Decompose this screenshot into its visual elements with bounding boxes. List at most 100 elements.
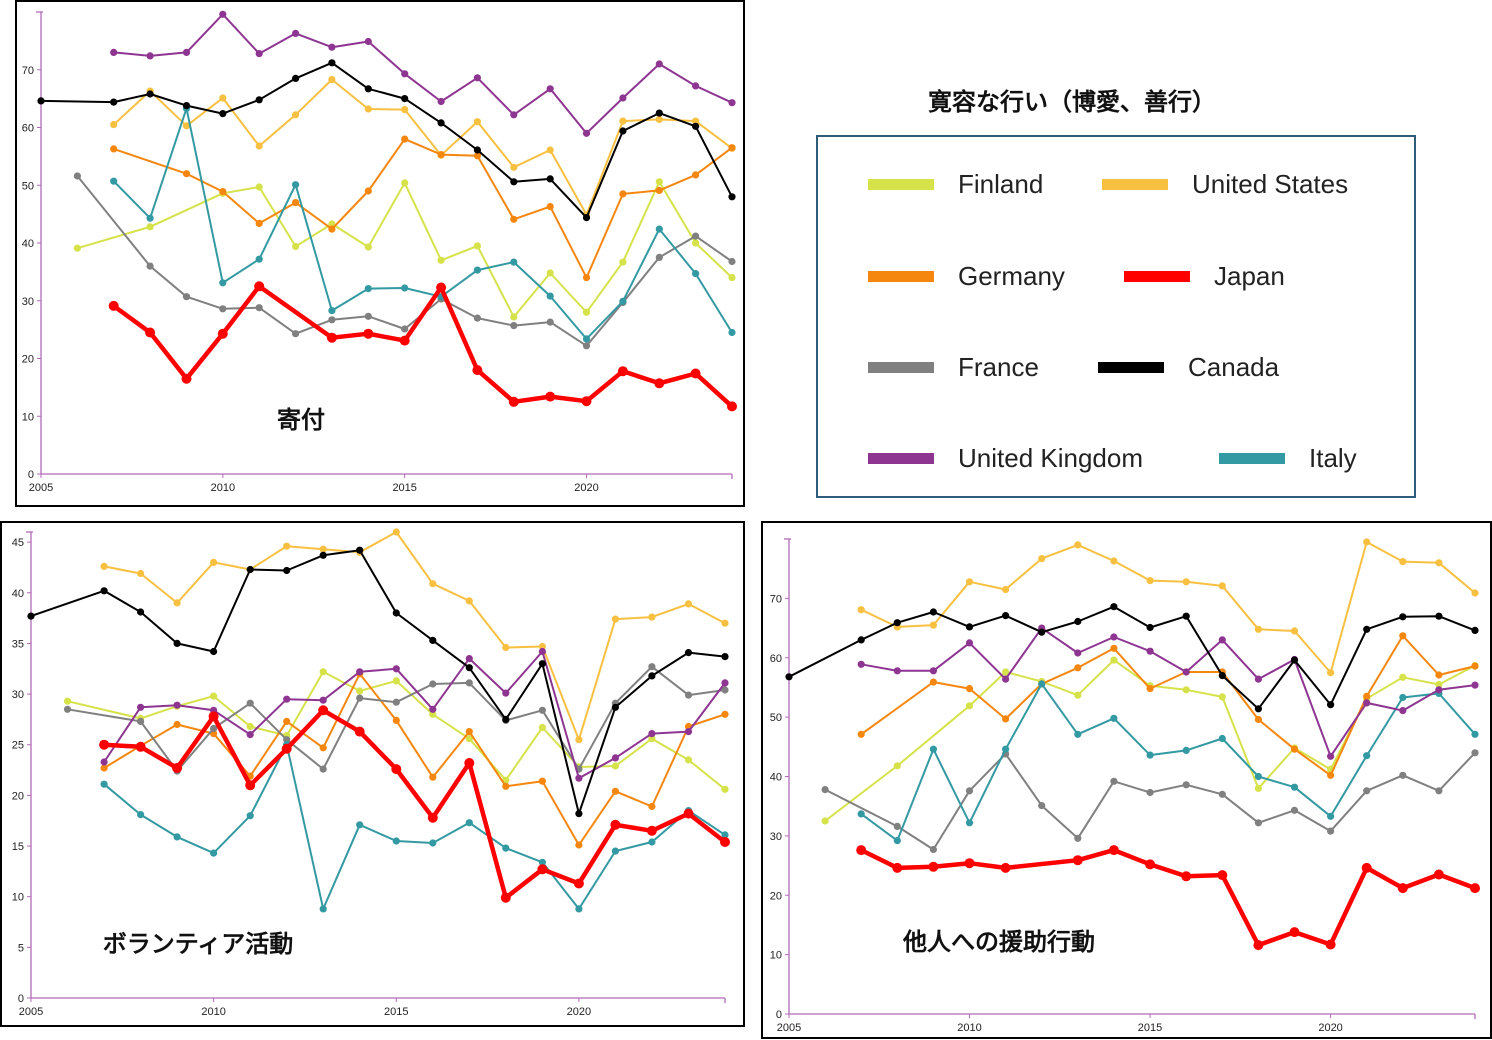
- data-point-united-kingdom: [575, 774, 583, 782]
- data-point-finland: [648, 735, 656, 743]
- data-point-italy: [619, 297, 627, 305]
- data-point-united-states: [1146, 577, 1154, 585]
- series-france: [73, 172, 736, 350]
- y-tick-label: 0: [18, 993, 24, 1005]
- data-point-canada: [611, 703, 620, 711]
- data-point-canada: [27, 612, 35, 620]
- data-point-finland: [721, 785, 729, 793]
- legend-swatch-france: [868, 361, 934, 373]
- data-point-france: [1074, 834, 1082, 842]
- data-point-finland: [582, 308, 591, 316]
- series-canada: [785, 603, 1479, 713]
- data-point-italy: [328, 307, 336, 315]
- y-tick-label: 70: [770, 593, 782, 605]
- data-point-germany: [648, 802, 656, 811]
- data-point-germany: [219, 188, 227, 196]
- data-point-finland: [1399, 673, 1407, 681]
- data-point-canada: [1399, 613, 1407, 621]
- data-point-italy: [502, 844, 510, 852]
- data-point-canada: [465, 664, 473, 672]
- data-point-united-states: [182, 122, 191, 130]
- data-point-france: [319, 765, 327, 773]
- data-point-japan: [354, 726, 365, 737]
- data-point-united-states: [692, 117, 700, 125]
- data-point-canada: [328, 59, 336, 67]
- data-point-japan: [646, 825, 657, 836]
- data-point-canada: [1435, 612, 1443, 620]
- series-line-japan: [101, 708, 728, 900]
- data-point-italy: [692, 270, 700, 278]
- legend-item-canada: Canada: [1098, 347, 1279, 387]
- data-point-finland: [510, 313, 518, 321]
- data-point-finland: [292, 242, 300, 251]
- data-point-japan: [1433, 869, 1444, 880]
- series-finland: [821, 656, 1479, 825]
- x-tick-label: 2015: [384, 1006, 408, 1018]
- data-point-canada: [319, 551, 327, 559]
- data-point-germany: [619, 190, 627, 198]
- data-point-canada: [1038, 628, 1046, 636]
- data-point-canada: [655, 109, 663, 117]
- data-point-canada: [1002, 612, 1010, 620]
- data-point-japan: [500, 892, 511, 903]
- data-point-japan: [427, 812, 438, 823]
- series-italy: [110, 104, 736, 343]
- data-point-canada: [1254, 705, 1262, 713]
- data-point-united-kingdom: [1218, 636, 1226, 644]
- data-point-japan: [617, 366, 628, 377]
- legend-label-united-kingdom: United Kingdom: [958, 442, 1143, 473]
- data-point-united-kingdom: [655, 60, 663, 68]
- data-point-japan: [1181, 871, 1192, 882]
- data-point-canada: [1363, 625, 1371, 633]
- data-point-japan: [1145, 859, 1156, 870]
- data-point-united-states: [655, 115, 663, 123]
- data-point-canada: [292, 74, 300, 82]
- data-point-japan: [683, 808, 694, 819]
- data-point-italy: [1002, 745, 1010, 753]
- series-line-united-states: [103, 531, 726, 741]
- data-point-canada: [1182, 612, 1190, 620]
- data-point-france: [182, 293, 191, 301]
- data-point-united-states: [219, 94, 227, 102]
- data-point-italy: [1110, 714, 1118, 722]
- data-point-germany: [392, 716, 400, 724]
- data-point-japan: [545, 391, 556, 402]
- data-point-italy: [429, 839, 437, 847]
- data-point-united-states: [538, 642, 547, 651]
- data-point-france: [1363, 787, 1371, 795]
- data-point-japan: [1108, 845, 1119, 856]
- data-point-germany: [173, 720, 181, 729]
- data-point-united-states: [401, 106, 409, 114]
- data-point-united-kingdom: [648, 730, 656, 738]
- data-point-japan: [181, 373, 192, 384]
- data-point-italy: [292, 181, 300, 189]
- data-point-italy: [1182, 746, 1190, 754]
- data-point-japan: [1470, 883, 1480, 894]
- data-point-italy: [1218, 734, 1226, 743]
- legend-swatch-united-states: [1102, 178, 1168, 190]
- data-point-canada: [1110, 603, 1118, 611]
- series-italy: [857, 680, 1479, 845]
- data-point-finland: [1435, 680, 1443, 689]
- data-point-canada: [546, 175, 554, 183]
- series-france: [63, 663, 729, 775]
- data-point-united-kingdom: [929, 667, 937, 675]
- data-point-canada: [684, 649, 693, 657]
- data-point-finland: [1218, 693, 1226, 701]
- y-tick-label: 10: [770, 950, 782, 962]
- data-point-united-kingdom: [857, 660, 865, 668]
- data-point-japan: [1072, 855, 1083, 866]
- data-point-japan: [1289, 927, 1300, 938]
- series-line-united-kingdom: [103, 650, 726, 780]
- data-point-finland: [1002, 668, 1010, 676]
- y-tick-label: 10: [12, 892, 24, 904]
- data-point-japan: [254, 281, 265, 292]
- data-point-canada: [283, 566, 291, 575]
- y-tick-label: 60: [770, 653, 782, 665]
- series-line-canada: [788, 605, 1476, 710]
- data-point-japan: [1217, 870, 1228, 881]
- data-point-japan: [208, 711, 219, 722]
- data-point-canada: [575, 810, 583, 818]
- volunteering-chart-panel: 0 5 10 15 20 25 30 35 40 45 2005 2010 2015 2020 ボランティア…: [0, 521, 745, 1027]
- data-point-japan: [690, 368, 701, 379]
